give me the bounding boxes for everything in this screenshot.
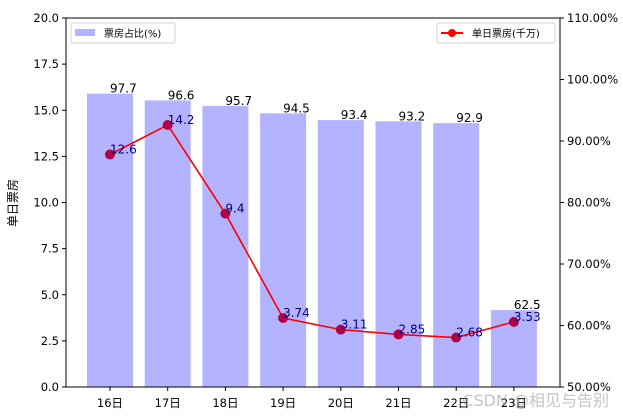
y-tick-label: 5.0: [41, 288, 59, 302]
bar-value-label: 94.5: [283, 101, 310, 115]
bar-value-labels: 97.7 96.6 95.7 94.5 93.4 93.2 92.9 62.5: [110, 82, 541, 312]
line-value-label: 12.6: [110, 143, 137, 157]
right-y-axis: 50.00% 60.00% 70.00% 80.00% 90.00% 100.00% 110…: [560, 11, 618, 394]
bar-value-label: 96.6: [168, 88, 195, 102]
x-tick-label: 18日: [212, 396, 238, 410]
y-tick-label: 20.0: [33, 11, 59, 25]
line-marker: [105, 149, 115, 160]
y-tick-label: 0.0: [41, 380, 59, 394]
plot-frame: [65, 17, 561, 388]
bar-value-label: 93.2: [399, 109, 426, 123]
line-marker: [220, 208, 231, 219]
line-marker: [451, 332, 462, 343]
x-tick-label: 19日: [270, 396, 296, 410]
line-value-label: 14.2: [168, 113, 195, 127]
bar: [87, 93, 133, 388]
bar-value-label: 95.7: [225, 94, 252, 108]
y-tick-label: 12.5: [33, 149, 59, 163]
line-marker: [278, 312, 289, 323]
line-value-label: 2.85: [399, 322, 426, 336]
x-tick-label: 23日: [501, 396, 527, 410]
y-tick-label: 15.0: [33, 103, 59, 117]
y-tick-label: 7.5: [41, 242, 59, 256]
y2-tick-label: 60.00%: [567, 319, 611, 333]
legend-bar-label: 票房占比(%): [104, 27, 161, 40]
legend-bar-swatch: [75, 29, 95, 36]
x-axis: 16日 17日 18日 19日 20日 21日 22日 23日: [97, 387, 527, 410]
legend-line-label: 单日票房(千万): [472, 27, 540, 40]
x-tick-label: 21日: [385, 396, 411, 410]
line-value-label: 3.74: [283, 306, 310, 320]
x-tick-label: 20日: [328, 396, 354, 410]
y-tick-label: 17.5: [33, 57, 59, 71]
line-marker: [508, 316, 519, 327]
line-marker: [335, 324, 346, 335]
line-value-label: 3.53: [514, 310, 541, 324]
line-value-label: 9.4: [225, 202, 244, 216]
watermark: CSDN @相见与告别: [462, 391, 609, 410]
bar-value-label: 97.7: [110, 82, 137, 96]
y-tick-label: 10.0: [33, 196, 59, 210]
bar: [317, 120, 364, 387]
line-marker: [393, 329, 404, 340]
x-tick-label: 22日: [443, 396, 469, 410]
bar-value-label: 62.5: [514, 298, 541, 312]
bar: [375, 121, 422, 387]
bar: [144, 100, 191, 387]
line-marker: [162, 120, 173, 131]
legend-left: 票房占比(%): [70, 22, 176, 44]
y2-tick-label: 90.00%: [567, 134, 611, 148]
line-value-label: 3.11: [341, 318, 368, 332]
y2-tick-label: 100.00%: [567, 73, 618, 87]
line-value-labels: 12.6 14.2 9.4 3.74 3.11 2.85 2.68 3.53: [110, 113, 541, 340]
line-value-label: 2.68: [456, 326, 483, 340]
bar-value-label: 92.9: [456, 111, 483, 125]
y-axis-label: 单日票房: [5, 179, 20, 227]
left-y-axis: 0.0 2.5 5.0 7.5 10.0 12.5 15.0 17.5 20.0: [33, 11, 66, 394]
bar-value-label: 93.4: [341, 108, 368, 122]
line-path: [109, 123, 515, 339]
bar: [260, 113, 307, 387]
y2-tick-label: 110.00%: [567, 11, 618, 25]
y2-tick-label: 80.00%: [567, 196, 611, 210]
bar-series-box-office-share: [87, 93, 537, 388]
y-tick-label: 2.5: [41, 334, 59, 348]
line-series-daily-box-office: [105, 120, 519, 343]
legend-line-marker: [448, 29, 456, 37]
bar: [202, 105, 249, 387]
x-tick-label: 16日: [97, 396, 123, 410]
y2-tick-label: 50.00%: [567, 380, 611, 394]
y2-tick-label: 70.00%: [567, 257, 611, 271]
bar: [433, 123, 480, 387]
legend-right: 单日票房(千万): [436, 22, 556, 44]
x-tick-label: 17日: [155, 396, 181, 410]
